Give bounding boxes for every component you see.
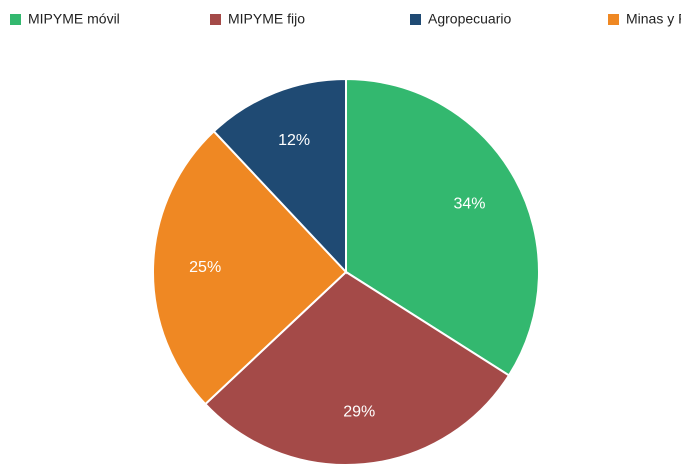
legend-swatch xyxy=(410,14,421,25)
legend-label: Agropecuario xyxy=(428,11,511,27)
legend-swatch xyxy=(608,14,619,25)
legend-label: Minas y Pesca xyxy=(626,11,681,27)
pie-slice xyxy=(345,77,540,377)
legend-label: MIPYME móvil xyxy=(28,11,120,27)
legend-swatch xyxy=(10,14,21,25)
pie-slice xyxy=(203,270,511,466)
data-label: 34% xyxy=(453,195,485,212)
legend-swatch xyxy=(210,14,221,25)
data-label: 25% xyxy=(189,259,221,276)
legend-label: MIPYME fijo xyxy=(228,11,305,27)
pie-slice xyxy=(152,129,348,406)
pie-slice xyxy=(212,77,347,275)
data-label: 29% xyxy=(343,403,375,420)
data-label: 12% xyxy=(278,132,310,149)
